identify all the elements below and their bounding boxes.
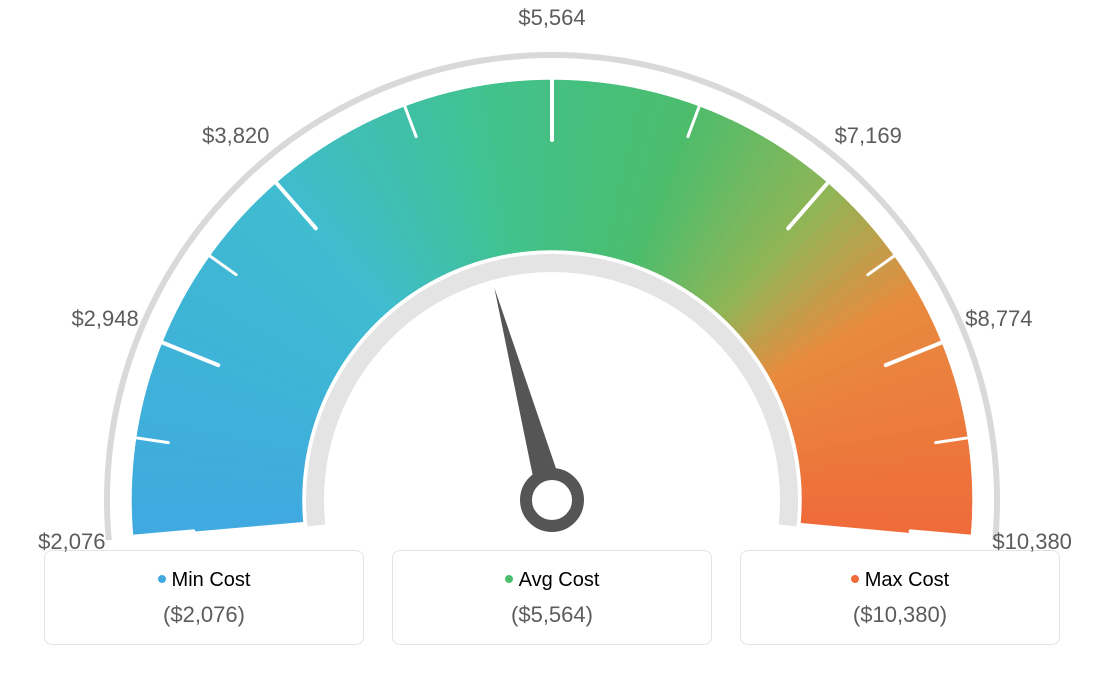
gauge-tick-label: $5,564 [518, 5, 585, 31]
legend-card-min: Min Cost ($2,076) [44, 550, 364, 645]
legend-max-title: Max Cost [751, 569, 1049, 592]
gauge-needle [494, 288, 578, 526]
legend-min-dot [158, 575, 166, 583]
legend-min-value: ($2,076) [55, 602, 353, 628]
gauge-tick-label: $2,076 [38, 529, 105, 555]
gauge-tick-label: $3,820 [202, 123, 269, 149]
cost-gauge: $2,076$2,948$3,820$5,564$7,169$8,774$10,… [0, 0, 1104, 540]
gauge-tick-label: $7,169 [835, 123, 902, 149]
legend-min-title: Min Cost [55, 569, 353, 592]
gauge-tick-label: $10,380 [992, 529, 1072, 555]
legend-avg-title: Avg Cost [403, 569, 701, 592]
gauge-tick-label: $8,774 [965, 306, 1032, 332]
legend-avg-label: Avg Cost [519, 569, 600, 591]
legend-max-label: Max Cost [865, 569, 949, 591]
legend-card-avg: Avg Cost ($5,564) [392, 550, 712, 645]
legend-row: Min Cost ($2,076) Avg Cost ($5,564) Max … [0, 550, 1104, 645]
gauge-tick-label: $2,948 [71, 306, 138, 332]
legend-avg-dot [505, 575, 513, 583]
gauge-svg [0, 0, 1104, 540]
legend-max-dot [851, 575, 859, 583]
legend-card-max: Max Cost ($10,380) [740, 550, 1060, 645]
legend-avg-value: ($5,564) [403, 602, 701, 628]
legend-min-label: Min Cost [172, 569, 251, 591]
legend-max-value: ($10,380) [751, 602, 1049, 628]
